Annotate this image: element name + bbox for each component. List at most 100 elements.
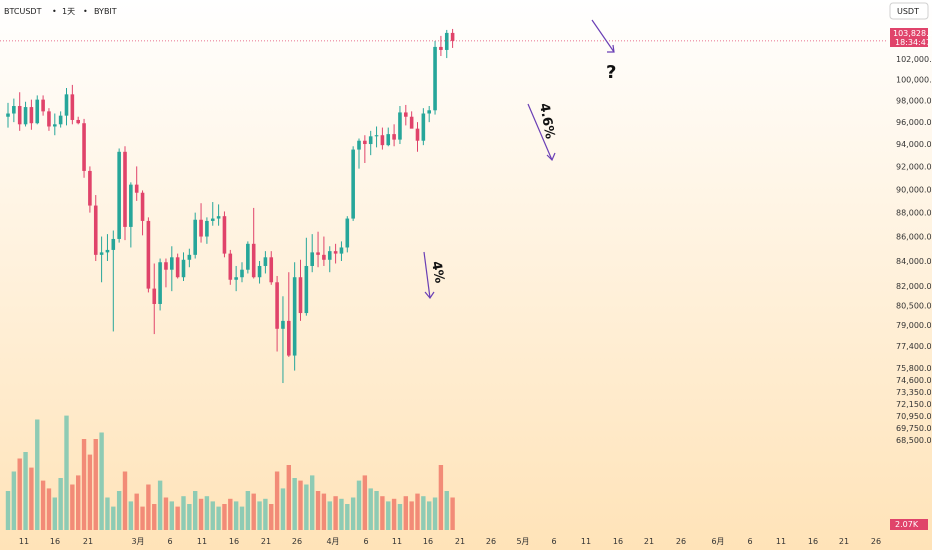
price-tick-label: 102,000.0 <box>896 55 932 64</box>
candle <box>351 146 355 221</box>
volume-bar <box>187 504 192 530</box>
currency-button-label[interactable]: USDT <box>897 7 919 16</box>
candle-body <box>53 124 57 127</box>
candle <box>228 249 233 285</box>
price-tick-label: 82,000.0 <box>896 282 932 291</box>
volume-bar <box>128 501 134 530</box>
candle <box>380 127 385 150</box>
candle-body <box>140 192 145 221</box>
volume-bar <box>269 504 274 530</box>
candle <box>374 126 379 148</box>
price-tick-label: 80,500.0 <box>896 301 932 310</box>
price-tick-label: 98,000.0 <box>896 97 932 106</box>
candle-body <box>374 135 379 137</box>
candle <box>275 275 279 352</box>
volume-bar <box>386 501 391 530</box>
volume-bar <box>397 504 403 530</box>
candle <box>134 166 139 201</box>
volume-bar <box>362 475 368 530</box>
volume-bar <box>438 465 444 530</box>
candle <box>181 252 186 282</box>
last-price-value: 103,828.2 <box>893 29 932 38</box>
volume-bar <box>152 504 157 530</box>
candles <box>6 28 455 384</box>
volume-bar <box>17 458 22 530</box>
volume-bar <box>93 439 98 530</box>
candle <box>53 113 57 136</box>
candle <box>29 99 34 130</box>
time-tick-label: 21 <box>83 537 93 546</box>
time-tick-label: 11 <box>197 537 207 546</box>
candle <box>93 195 98 262</box>
candle <box>263 251 268 274</box>
candle <box>404 104 408 126</box>
candle <box>105 234 110 262</box>
volume-bar <box>304 484 309 530</box>
time-tick-label: 3月 <box>131 537 144 546</box>
candle <box>257 261 262 284</box>
volume-bar <box>315 491 321 530</box>
candle-body <box>404 112 408 117</box>
header-sep-1: • <box>52 7 57 16</box>
time-tick-label: 26 <box>292 537 302 546</box>
time-axis[interactable]: 11 16 21 3月 6 11 16 21 26 4月 6 11 16 21 26 5月 6 11 16 21 26 6… <box>19 537 881 546</box>
candle-body <box>439 46 443 50</box>
candle-body <box>187 254 192 260</box>
candle-body <box>222 216 227 254</box>
timeframe-label[interactable]: 1天 <box>62 7 75 16</box>
volume-bar <box>245 491 251 530</box>
candle-body <box>304 265 309 314</box>
candle <box>363 135 367 164</box>
candle <box>287 272 291 357</box>
volume-bar <box>46 488 52 530</box>
price-tick-label: 84,000.0 <box>896 257 932 266</box>
currency-button[interactable] <box>889 2 929 20</box>
candle <box>70 84 75 125</box>
time-tick-label: 16 <box>808 537 818 546</box>
candle-body <box>228 253 233 280</box>
drop-arrow-1-head <box>424 291 435 300</box>
time-tick-label: 16 <box>50 537 60 546</box>
volume-bar <box>339 498 344 530</box>
time-tick-label: 11 <box>392 537 402 546</box>
price-tick-label: 88,000.0 <box>896 209 932 218</box>
candle <box>199 203 203 243</box>
candle <box>304 237 309 316</box>
candle <box>398 106 402 145</box>
countdown-timer: 18:34:47 <box>895 38 931 47</box>
candle <box>99 236 104 283</box>
time-tick-label: 26 <box>676 537 686 546</box>
candle <box>322 236 326 266</box>
volume-bar <box>228 498 233 530</box>
candle-body <box>333 251 338 254</box>
candle-body <box>251 243 256 278</box>
volume-bar <box>280 488 286 530</box>
candle <box>117 148 121 243</box>
candle-body <box>310 252 314 266</box>
price-axis[interactable]: 102,000.0 100,000.0 98,000.0 96,000.0 94,000… <box>0 40 932 445</box>
volume-bar <box>263 498 268 530</box>
candle-body <box>327 251 332 260</box>
candle <box>234 265 238 292</box>
candle <box>158 258 162 311</box>
volume-bar <box>5 491 11 530</box>
time-tick-label: 21 <box>261 537 271 546</box>
candle <box>298 259 303 321</box>
price-tick-label: 70,950.0 <box>896 412 932 421</box>
candle-body <box>392 134 396 140</box>
candle-body <box>111 238 116 250</box>
candle <box>310 234 314 273</box>
price-tick-label: 94,000.0 <box>896 140 932 149</box>
candle-body <box>58 115 63 125</box>
volume-bar <box>116 491 122 530</box>
candle <box>140 190 145 236</box>
time-tick-label: 4月 <box>326 537 339 546</box>
price-tick-label: 77,400.0 <box>896 342 932 351</box>
candle-body <box>152 288 157 304</box>
candle <box>146 217 151 293</box>
candle-body <box>35 99 40 124</box>
candle <box>205 217 209 244</box>
